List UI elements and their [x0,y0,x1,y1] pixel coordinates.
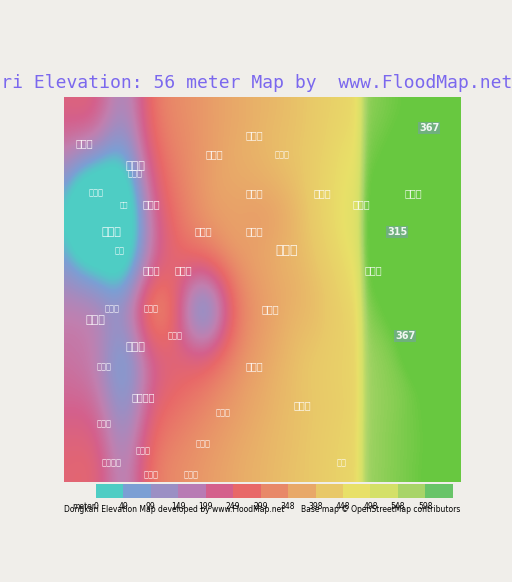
Text: 249: 249 [226,502,240,511]
Text: 금릉동: 금릉동 [96,362,111,371]
Text: 비암리: 비암리 [404,188,422,198]
Text: 장만리: 장만리 [246,226,263,237]
Bar [206,484,233,498]
Text: Dongkari Elevation: 56 meter Map by  www.FloodMap.net (beta): Dongkari Elevation: 56 meter Map by www.… [0,74,512,93]
Text: 367: 367 [395,331,415,340]
Text: 398: 398 [308,502,323,511]
Text: 498: 498 [363,502,378,511]
Text: 199: 199 [198,502,213,511]
Text: 삼방리: 삼방리 [246,130,263,140]
Text: 아통동: 아통동 [104,304,119,313]
Text: 315: 315 [387,226,408,237]
Text: 도내리: 도내리 [142,265,160,275]
Bar [151,484,178,498]
Text: 부곡리: 부곡리 [167,331,183,340]
Bar [261,484,288,498]
Text: 파주시: 파주시 [86,315,105,325]
Text: 조리읍: 조리읍 [125,342,145,352]
Text: 상지석동: 상지석동 [101,459,122,467]
Text: 분수리: 분수리 [262,304,279,314]
Bar [96,484,123,498]
Text: meter: meter [73,502,96,511]
Text: Base map © OpenStreetMap contributors: Base map © OpenStreetMap contributors [302,505,461,514]
Text: 448: 448 [336,502,350,511]
Text: 몽미리: 몽미리 [246,361,263,371]
Text: 백석리: 백석리 [142,200,160,210]
Text: 임리: 임리 [119,201,128,208]
Text: 영장리: 영장리 [365,265,382,275]
Text: 꽃무릇: 꽃무릇 [144,470,159,479]
Bar [371,484,398,498]
Text: 367: 367 [419,123,439,133]
Text: 일영: 일영 [337,459,347,467]
Text: 봉일천리: 봉일천리 [132,392,155,402]
Text: 월롱면: 월롱면 [102,226,121,237]
Text: 방촉리: 방촉리 [246,188,263,198]
Text: 지영동: 지영동 [183,470,199,479]
Text: 늘산리: 늘산리 [75,138,93,148]
Text: 0: 0 [93,502,98,511]
Text: 149: 149 [171,502,185,511]
Text: 348: 348 [281,502,295,511]
Text: 99: 99 [146,502,156,511]
Text: 벌렁리: 벌렁리 [313,188,331,198]
Bar [343,484,371,498]
Bar [178,484,206,498]
Bar [233,484,261,498]
Text: 49: 49 [118,502,128,511]
Text: 548: 548 [391,502,405,511]
Text: 봉일리: 봉일리 [88,189,103,197]
Text: 열태리: 열태리 [128,169,143,178]
Text: 광탄면: 광탄면 [275,244,297,257]
Text: 대원리: 대원리 [136,447,151,456]
Text: Dongkari Elevation Map developed by www.FloodMap.net: Dongkari Elevation Map developed by www.… [64,505,284,514]
Text: 뇨조리: 뇨조리 [144,304,159,313]
Text: 장꼭리: 장꼭리 [196,439,210,448]
Bar [425,484,453,498]
Text: 가산리: 가산리 [353,200,370,210]
Text: 신산리: 신산리 [194,226,211,237]
Bar [315,484,343,498]
Text: 연동리: 연동리 [206,150,224,159]
Text: 파주읍: 파주읍 [125,161,145,171]
Bar [123,484,151,498]
Text: 임리: 임리 [115,246,124,255]
Text: 백제동: 백제동 [293,400,311,410]
Bar [398,484,425,498]
Bar [288,484,315,498]
Text: 오산리: 오산리 [174,265,192,275]
Text: 598: 598 [418,502,433,511]
Text: 가마리: 가마리 [275,150,290,159]
Text: 내유동: 내유동 [215,408,230,417]
Text: 능안원: 능안원 [96,420,111,429]
Text: 299: 299 [253,502,268,511]
